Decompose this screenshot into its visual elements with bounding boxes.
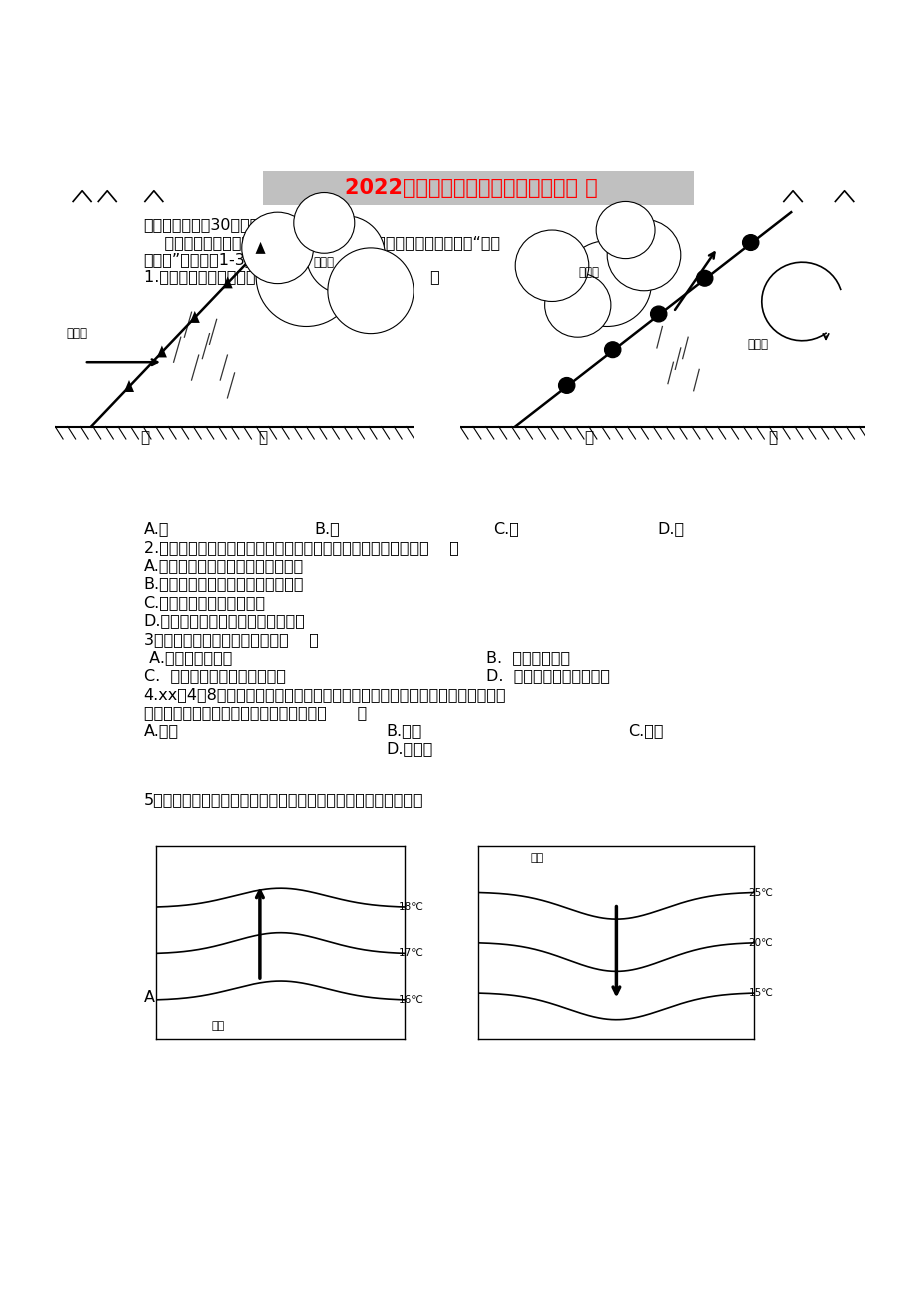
Circle shape — [544, 273, 610, 337]
Text: 洋流: 洋流 — [211, 1021, 225, 1031]
Text: 丁: 丁 — [584, 430, 593, 446]
FancyBboxPatch shape — [263, 171, 693, 205]
Text: 乙: 乙 — [258, 430, 267, 446]
Circle shape — [562, 240, 651, 327]
Text: 甲: 甲 — [327, 962, 337, 980]
Circle shape — [242, 212, 313, 284]
Text: 下图为某同学通过网络获得的某城市未来三天的天气预报（部分），阅读“天气: 下图为某同学通过网络获得的某城市未来三天的天气预报（部分），阅读“天气 — [143, 235, 499, 251]
Circle shape — [607, 220, 680, 290]
Text: 甲: 甲 — [141, 430, 149, 446]
Polygon shape — [124, 380, 134, 392]
Circle shape — [742, 235, 758, 251]
Text: D.三月东风吹雪消，湖南山色翠如浇: D.三月东风吹雪消，湖南山色翠如浇 — [143, 613, 305, 627]
Text: 符号图”，完成的1-3题。: 符号图”，完成的1-3题。 — [143, 252, 265, 268]
Circle shape — [293, 192, 355, 254]
Polygon shape — [255, 242, 266, 254]
Text: A.甲: A.甲 — [143, 521, 169, 536]
Text: A. 甲是南半球的暖流: A. 甲是南半球的暖流 — [143, 989, 242, 1004]
Text: 丙: 丙 — [767, 430, 777, 446]
Text: C.气旋: C.气旋 — [628, 724, 664, 738]
Text: 4.xx年4月8日，一股强冷空气入侵东北平原，刚有春暖之感的大庆市迅速降温并: 4.xx年4月8日，一股强冷空气入侵东北平原，刚有春暖之感的大庆市迅速降温并 — [143, 687, 505, 702]
Text: A.冷锋: A.冷锋 — [143, 724, 178, 738]
Text: 一、选择题（入30题，第小题2分）: 一、选择题（入30题，第小题2分） — [143, 217, 308, 233]
Text: D.  深秋阴天的夜晒无霜冻: D. 深秋阴天的夜晒无霜冻 — [485, 668, 609, 684]
Circle shape — [558, 378, 574, 393]
Polygon shape — [156, 345, 166, 357]
Circle shape — [327, 248, 414, 333]
Text: 20℃: 20℃ — [748, 938, 772, 948]
Text: 乙: 乙 — [584, 962, 594, 980]
Text: 暖气团: 暖气团 — [313, 256, 335, 269]
Text: D.反气旋: D.反气旋 — [386, 741, 432, 757]
Text: A.忽如一夜春风来，千树万树梨花开: A.忽如一夜春风来，千树万树梨花开 — [143, 558, 303, 574]
Text: 18℃: 18℃ — [398, 902, 423, 912]
Text: C.  夏至日漠河市几乎是不夜城: C. 夏至日漠河市几乎是不夜城 — [143, 668, 285, 684]
Text: 16℃: 16℃ — [398, 995, 423, 1005]
Text: 2.下面描写天气的语句与影响该城市这三天的天气系统一致的是（    ）: 2.下面描写天气的语句与影响该城市这三天的天气系统一致的是（ ） — [143, 540, 458, 555]
Circle shape — [306, 216, 385, 294]
Text: 降雨雪，引起此次降温降水的天气系统是（      ）: 降雨雪，引起此次降温降水的天气系统是（ ） — [143, 706, 367, 720]
Circle shape — [596, 201, 654, 259]
Polygon shape — [189, 311, 199, 323]
Text: A.雨后天空格外蓝: A.雨后天空格外蓝 — [143, 650, 232, 665]
Text: B.清明时节雨纷纷，路上行人欲断魂: B.清明时节雨纷纷，路上行人欲断魂 — [143, 576, 303, 592]
Circle shape — [255, 226, 357, 327]
Text: B.  城市上空多雾: B. 城市上空多雾 — [485, 650, 569, 665]
Text: 暖气团: 暖气团 — [578, 267, 598, 280]
Text: 2022年高一地理上学期期末考试试题 文: 2022年高一地理上学期期末考试试题 文 — [345, 178, 597, 199]
Text: B.暖锋: B.暖锋 — [386, 724, 421, 738]
Text: D.丁: D.丁 — [656, 521, 683, 536]
Circle shape — [604, 342, 620, 358]
Circle shape — [515, 230, 588, 302]
Text: 5．甲乙两图表示的是海水等温线和洋流流向，对其分析正确的是: 5．甲乙两图表示的是海水等温线和洋流流向，对其分析正确的是 — [143, 792, 423, 806]
Polygon shape — [222, 276, 233, 289]
Text: 洋流: 洋流 — [530, 853, 543, 863]
Text: 25℃: 25℃ — [748, 887, 773, 898]
Text: 1.周一时，与该城市在某天气系统中的位置相似的最可能是（    ）: 1.周一时，与该城市在某天气系统中的位置相似的最可能是（ ） — [143, 269, 438, 285]
Text: 冷气团: 冷气团 — [66, 327, 87, 340]
Circle shape — [650, 306, 666, 322]
Text: 17℃: 17℃ — [398, 949, 423, 958]
Text: 3．与大气逆辐射有关的现象是（    ）: 3．与大气逆辐射有关的现象是（ ） — [143, 631, 318, 647]
Text: C.随风潜入夜，润物细无声: C.随风潜入夜，润物细无声 — [143, 595, 266, 609]
Text: C.丙: C.丙 — [493, 521, 518, 536]
Text: 冷气团: 冷气团 — [746, 339, 767, 350]
Circle shape — [696, 271, 712, 286]
Text: 15℃: 15℃ — [748, 988, 773, 999]
Text: B.乙: B.乙 — [314, 521, 340, 536]
